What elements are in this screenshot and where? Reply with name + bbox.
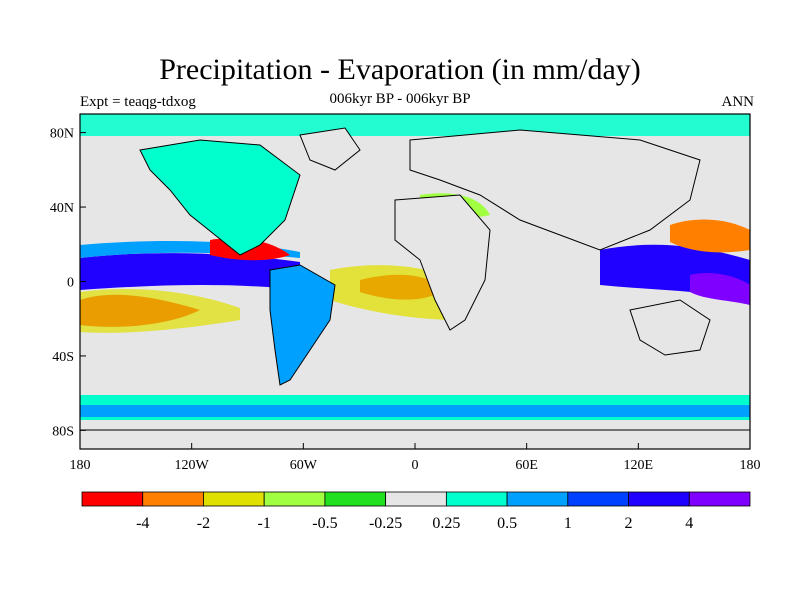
y-tick-label: 0 xyxy=(67,276,74,291)
west-pacific-maximum xyxy=(690,273,750,305)
colorbar-swatch xyxy=(263,491,326,507)
y-tick-label: 80S xyxy=(52,424,74,439)
colorbar-swatch xyxy=(506,491,569,507)
x-tick-label: 120W xyxy=(175,458,210,473)
y-tick-label: 40N xyxy=(50,201,74,216)
colorbar-swatch xyxy=(445,491,508,507)
southern-ocean-core xyxy=(80,405,750,417)
x-axis: 180 120W 60W 0 60E 120E 180 xyxy=(70,443,761,473)
colorbar-label: 0.25 xyxy=(432,515,460,532)
season-label: ANN xyxy=(721,94,755,110)
map-field xyxy=(80,114,750,449)
colorbar-swatch xyxy=(81,491,144,507)
colorbar-label: -1 xyxy=(258,515,271,532)
map-title: Precipitation - Evaporation (in mm/day) xyxy=(159,53,641,86)
australia xyxy=(629,299,711,356)
y-tick-label: 80N xyxy=(50,127,74,142)
colorbar-swatch xyxy=(688,491,751,507)
x-tick-label: 120E xyxy=(624,458,654,473)
experiment-label: Expt = teaqg-tdxog xyxy=(80,94,196,110)
map-subtitle: 006kyr BP - 006kyr BP xyxy=(329,91,471,107)
x-tick-label: 180 xyxy=(740,458,761,473)
north-pacific-dry-zone xyxy=(670,219,750,253)
colorbar-swatch xyxy=(385,491,447,507)
y-tick-label: 40S xyxy=(52,350,74,365)
greenland xyxy=(299,127,361,171)
antarctica xyxy=(80,429,750,449)
colorbar-label: -0.25 xyxy=(369,515,402,532)
x-tick-label: 0 xyxy=(412,458,419,473)
colorbar-label: 1 xyxy=(564,515,572,532)
north-america xyxy=(139,139,301,256)
colorbar: -4 -2 -1 -0.5 -0.25 0.25 0.5 1 2 4 xyxy=(81,491,751,532)
arctic-band xyxy=(80,114,750,136)
pacific-itcz xyxy=(80,253,300,290)
colorbar-swatch xyxy=(567,491,629,507)
colorbar-swatch xyxy=(324,491,387,507)
eurasia xyxy=(409,129,701,251)
colorbar-swatch xyxy=(628,491,690,507)
colorbar-label: 2 xyxy=(625,515,633,532)
colorbar-label: -4 xyxy=(136,515,149,532)
colorbar-swatch xyxy=(142,491,204,507)
x-tick-label: 180 xyxy=(70,458,91,473)
colorbar-label: -0.5 xyxy=(312,515,337,532)
south-america xyxy=(269,264,336,386)
y-axis: 80N 40N 0 40S 80S xyxy=(50,127,86,439)
colorbar-label: 4 xyxy=(685,515,693,532)
south-pacific-yellow xyxy=(80,288,240,333)
africa xyxy=(394,194,491,331)
colorbar-swatch xyxy=(203,491,265,507)
colorbar-label: 0.5 xyxy=(497,515,517,532)
colorbar-label: -2 xyxy=(197,515,210,532)
x-tick-label: 60E xyxy=(515,458,538,473)
x-tick-label: 60W xyxy=(290,458,318,473)
